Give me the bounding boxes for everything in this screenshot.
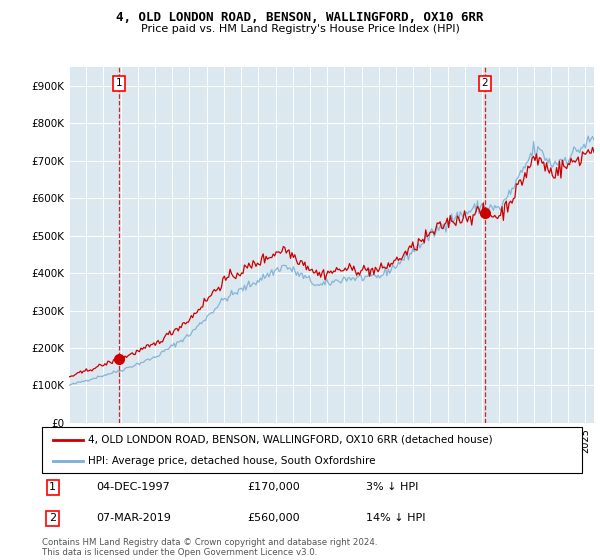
Text: 1: 1 (116, 78, 122, 88)
Text: Price paid vs. HM Land Registry's House Price Index (HPI): Price paid vs. HM Land Registry's House … (140, 24, 460, 34)
Text: £170,000: £170,000 (247, 482, 300, 492)
Text: 2: 2 (49, 514, 56, 523)
Text: 4, OLD LONDON ROAD, BENSON, WALLINGFORD, OX10 6RR: 4, OLD LONDON ROAD, BENSON, WALLINGFORD,… (116, 11, 484, 24)
Text: 3% ↓ HPI: 3% ↓ HPI (366, 482, 418, 492)
Text: 07-MAR-2019: 07-MAR-2019 (96, 514, 171, 523)
Text: HPI: Average price, detached house, South Oxfordshire: HPI: Average price, detached house, Sout… (88, 456, 376, 466)
Text: 4, OLD LONDON ROAD, BENSON, WALLINGFORD, OX10 6RR (detached house): 4, OLD LONDON ROAD, BENSON, WALLINGFORD,… (88, 435, 493, 445)
Text: Contains HM Land Registry data © Crown copyright and database right 2024.
This d: Contains HM Land Registry data © Crown c… (42, 538, 377, 557)
Text: 04-DEC-1997: 04-DEC-1997 (96, 482, 170, 492)
Text: 14% ↓ HPI: 14% ↓ HPI (366, 514, 425, 523)
Text: 2: 2 (482, 78, 488, 88)
Text: 1: 1 (49, 482, 56, 492)
Text: £560,000: £560,000 (247, 514, 300, 523)
